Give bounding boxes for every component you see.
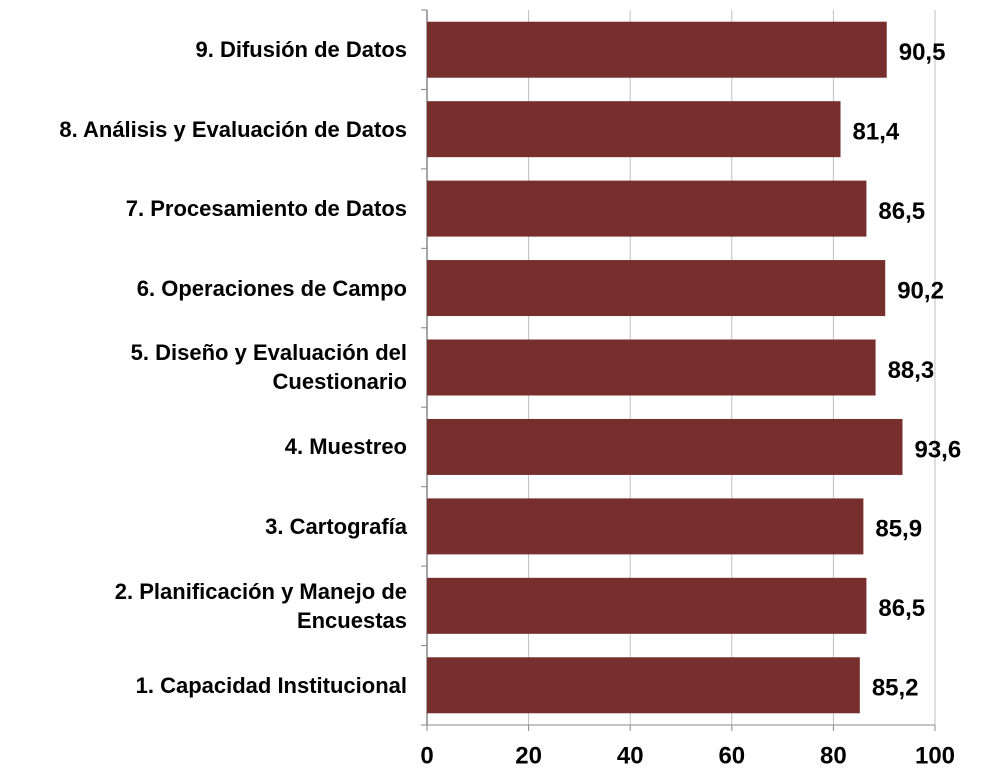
value-label: 81,4 bbox=[853, 119, 900, 146]
bar bbox=[427, 657, 860, 714]
bar bbox=[427, 260, 886, 317]
bar bbox=[427, 418, 903, 475]
category-label: 9. Difusión de Datos bbox=[0, 10, 407, 89]
bar bbox=[427, 498, 864, 555]
bar bbox=[427, 339, 876, 396]
value-label: 86,5 bbox=[878, 595, 925, 622]
value-label: 86,5 bbox=[878, 198, 925, 225]
category-text: 4. Muestreo bbox=[284, 434, 407, 460]
x-tick-label: 60 bbox=[718, 742, 745, 769]
x-tick-label: 20 bbox=[515, 742, 542, 769]
x-tick-label: 80 bbox=[820, 742, 847, 769]
category-label: 4. Muestreo bbox=[0, 407, 407, 486]
category-text: 1. Capacidad Institucional bbox=[135, 672, 407, 698]
category-label: 5. Diseño y Evaluación del Cuestionario bbox=[0, 328, 407, 407]
category-text: 2. Planificación y Manejo de Encuestas bbox=[114, 578, 407, 633]
category-label: 8. Análisis y Evaluación de Datos bbox=[0, 89, 407, 168]
category-label: 2. Planificación y Manejo de Encuestas bbox=[0, 566, 407, 645]
category-label: 1. Capacidad Institucional bbox=[0, 646, 407, 725]
bar bbox=[427, 21, 887, 78]
category-label: 3. Cartografía bbox=[0, 487, 407, 566]
value-label: 90,5 bbox=[899, 39, 946, 66]
category-label: 7. Procesamiento de Datos bbox=[0, 169, 407, 248]
category-text: 6. Operaciones de Campo bbox=[136, 275, 407, 301]
category-text: 5. Diseño y Evaluación del Cuestionario bbox=[130, 340, 407, 395]
category-text: 9. Difusión de Datos bbox=[195, 37, 407, 63]
category-text: 3. Cartografía bbox=[265, 513, 407, 539]
value-label: 90,2 bbox=[897, 277, 944, 304]
x-tick-label: 0 bbox=[420, 742, 433, 769]
value-label: 88,3 bbox=[888, 357, 935, 384]
category-text: 7. Procesamiento de Datos bbox=[125, 196, 407, 222]
value-label: 85,9 bbox=[875, 516, 922, 543]
value-label: 85,2 bbox=[872, 675, 919, 702]
bar bbox=[427, 180, 867, 237]
bar bbox=[427, 577, 867, 634]
value-label: 93,6 bbox=[914, 436, 961, 463]
x-tick-label: 100 bbox=[915, 742, 955, 769]
category-text: 8. Análisis y Evaluación de Datos bbox=[59, 116, 407, 142]
category-label: 6. Operaciones de Campo bbox=[0, 248, 407, 327]
x-tick-label: 40 bbox=[617, 742, 644, 769]
bar bbox=[427, 101, 841, 158]
